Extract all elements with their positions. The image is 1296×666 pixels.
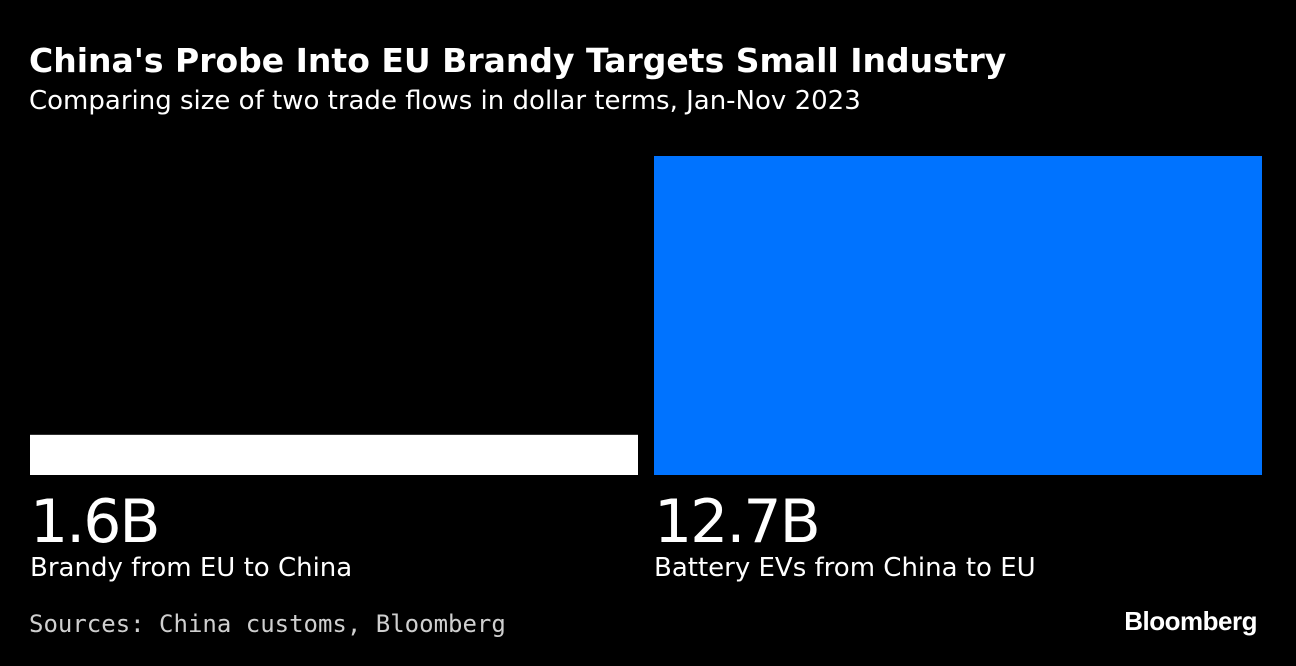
source-note: Sources: China customs, Bloomberg	[29, 610, 506, 638]
chart-subtitle: Comparing size of two trade flows in dol…	[29, 86, 861, 116]
bar-battery-evs	[654, 156, 1262, 475]
value-label-battery-evs: 12.7B	[654, 487, 821, 557]
category-label-brandy: Brandy from EU to China	[30, 553, 353, 583]
category-label-battery-evs: Battery EVs from China to EU	[654, 553, 1036, 583]
bloomberg-logo: Bloomberg	[1124, 606, 1257, 636]
bar-group	[30, 156, 1262, 475]
value-label-brandy: 1.6B	[30, 487, 161, 557]
bar-brandy	[30, 434, 638, 475]
chart-title: China's Probe Into EU Brandy Targets Sma…	[29, 41, 1007, 80]
